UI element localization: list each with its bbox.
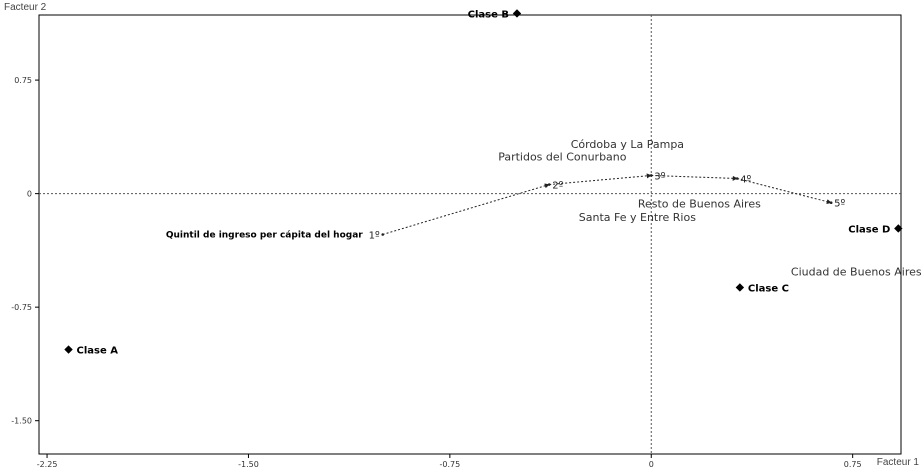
region-label-cordoba-y-la-pampa: Córdoba y La Pampa [571, 138, 684, 151]
region-label-partidos-del-conurbano: Partidos del Conurbano [498, 150, 627, 163]
x-tick-label: 0 [649, 460, 654, 469]
x-tick-label: -2.25 [37, 460, 58, 469]
plot-frame [38, 14, 902, 455]
clase-c-marker [735, 283, 745, 292]
y-tick-label: 0.75 [14, 76, 32, 85]
quintile-path-segment [737, 178, 832, 205]
x-tick-label: -0.75 [440, 460, 461, 469]
quintile-path-segment [549, 173, 652, 186]
quintile-path-segment [382, 183, 550, 235]
region-label-santa-fe-y-entre-rios: Santa Fe y Entre Rios [579, 211, 696, 224]
quintile-point-label: 2º [552, 181, 563, 192]
y-axis-title: Facteur 2 [4, 2, 47, 13]
quintile-point [381, 233, 385, 236]
region-label-ciudad-de-buenos-aires: Ciudad de Buenos Aires [791, 265, 921, 278]
quintile-point-label: 4º [740, 174, 751, 185]
y-tick-label: -1.50 [11, 417, 32, 426]
quintile-point [547, 183, 551, 186]
quintile-point [649, 174, 653, 177]
region-label-resto-de-buenos-aires: Resto de Buenos Aires [638, 197, 761, 210]
quintile-point [829, 201, 833, 205]
clase-a-marker [64, 345, 73, 354]
quintile-point-label: 5º [834, 199, 845, 210]
clase-b-label: Clase B [468, 9, 509, 20]
quintile-point [735, 177, 739, 180]
quintile-point-label: 1º [369, 231, 380, 242]
y-tick-label: -0.75 [11, 303, 32, 312]
clase-c-label: Clase C [748, 283, 789, 294]
clase-a-label: Clase A [77, 346, 119, 357]
quintile-path-title: Quintil de ingreso per cápita del hogar [166, 231, 363, 241]
clase-d-marker [894, 224, 903, 233]
x-axis-title: Facteur 1 [876, 457, 919, 468]
quintile-point-label: 3º [654, 171, 665, 182]
x-tick-label: 0.75 [844, 460, 862, 469]
clase-d-label: Clase D [848, 224, 890, 235]
x-tick-label: -1.50 [238, 460, 259, 469]
clase-b-marker [512, 9, 522, 18]
y-tick-label: 0 [27, 190, 32, 199]
